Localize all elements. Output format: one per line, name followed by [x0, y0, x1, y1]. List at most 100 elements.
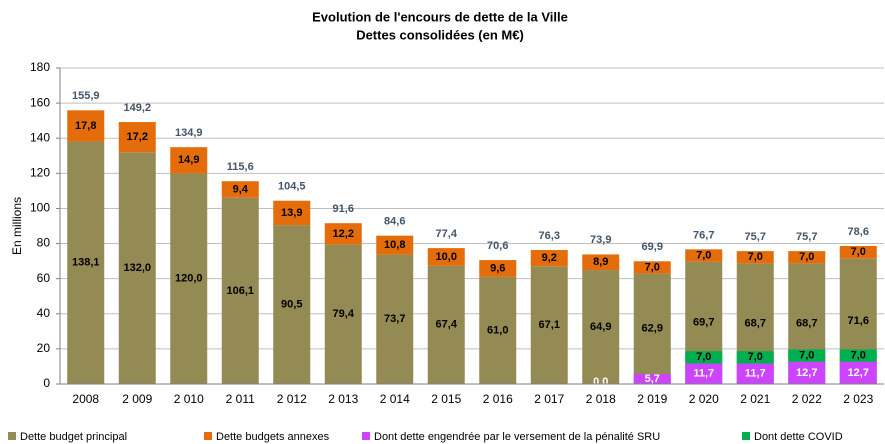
bar-segment — [118, 152, 156, 384]
legend-label: Dont dette COVID — [754, 431, 843, 443]
x-tick-label: 2 021 — [740, 392, 770, 406]
data-label: 106,1 — [226, 285, 254, 297]
legend-label: Dette budget principal — [20, 431, 127, 443]
x-tick-label: 2008 — [72, 392, 99, 406]
data-label: 12,2 — [333, 228, 354, 240]
data-label: 7,0 — [748, 351, 763, 363]
y-tick-label: 160 — [30, 95, 50, 109]
bar-segment — [685, 351, 723, 364]
y-tick-label: 20 — [37, 341, 51, 355]
total-label: 115,6 — [227, 161, 254, 173]
bar-segment — [633, 373, 671, 384]
data-label: 10,8 — [384, 239, 405, 251]
bar-segment — [685, 249, 723, 262]
total-label: 104,5 — [278, 180, 306, 192]
bar-segment — [633, 261, 671, 274]
data-label: 62,9 — [642, 323, 663, 335]
data-label: 10,0 — [436, 251, 457, 263]
bar-segment — [736, 363, 774, 384]
bar-segment — [427, 248, 465, 266]
bar-segment — [788, 251, 826, 264]
total-label: 77,4 — [436, 228, 458, 240]
y-tick-label: 100 — [30, 201, 50, 215]
data-label: 7,0 — [748, 251, 763, 263]
data-label: 9,4 — [233, 183, 249, 195]
total-label: 155,9 — [72, 90, 100, 102]
x-tick-label: 2 010 — [174, 392, 204, 406]
data-label: 138,1 — [72, 257, 100, 269]
y-tick-label: 140 — [30, 130, 50, 144]
bar-segment — [170, 147, 208, 174]
data-label: 7,0 — [851, 246, 866, 258]
bar-segment — [479, 276, 517, 384]
total-label: 76,7 — [693, 229, 714, 241]
x-tick-label: 2 015 — [431, 392, 461, 406]
data-label: 0,0 — [593, 376, 608, 388]
data-label: 64,9 — [590, 321, 611, 333]
total-label: 149,2 — [123, 102, 151, 114]
bar-segment — [839, 246, 877, 259]
bar-segment — [582, 270, 620, 384]
legend-label: Dette budgets annexes — [216, 431, 330, 443]
bar-segment — [427, 265, 465, 384]
data-label: 132,0 — [123, 262, 151, 274]
x-tick-label: 2 022 — [792, 392, 822, 406]
data-label: 13,9 — [281, 207, 302, 219]
data-label: 11,7 — [745, 368, 766, 380]
x-tick-label: 2 011 — [226, 392, 255, 406]
x-tick-label: 2 018 — [586, 392, 616, 406]
total-label: 91,6 — [333, 203, 354, 215]
total-label: 73,9 — [590, 234, 611, 246]
x-tick-label: 2 019 — [637, 392, 667, 406]
data-label: 7,0 — [799, 251, 814, 263]
data-label: 11,7 — [693, 368, 714, 380]
data-label: 17,8 — [75, 120, 96, 132]
data-label: 17,2 — [127, 131, 148, 143]
data-label: 7,0 — [645, 261, 660, 273]
total-label: 78,6 — [848, 226, 869, 238]
total-label: 84,6 — [384, 215, 405, 227]
total-label: 134,9 — [175, 127, 203, 139]
bar-segment — [530, 266, 568, 384]
bar-segment — [839, 361, 877, 384]
bar-segment — [170, 173, 208, 384]
data-label: 79,4 — [333, 308, 355, 320]
bar-segment — [324, 223, 362, 245]
data-label: 67,1 — [539, 319, 560, 331]
bar-segment — [839, 349, 877, 362]
y-tick-label: 60 — [37, 271, 51, 285]
total-label: 69,9 — [642, 241, 663, 253]
total-label: 70,6 — [487, 240, 508, 252]
total-label: 75,7 — [745, 231, 766, 243]
bar-segment — [788, 349, 826, 362]
bar-segment — [685, 363, 723, 384]
bar-segment — [118, 122, 156, 153]
data-label: 7,0 — [696, 249, 711, 261]
data-label: 9,6 — [490, 262, 505, 274]
bar-segment — [324, 244, 362, 384]
bar-segment — [736, 351, 774, 364]
y-tick-label: 80 — [37, 236, 51, 250]
bar-segment — [376, 254, 414, 384]
legend-swatch — [742, 432, 750, 440]
data-label: 120,0 — [175, 273, 203, 285]
x-tick-label: 2 023 — [843, 392, 873, 406]
total-label: 75,7 — [796, 231, 817, 243]
x-tick-label: 2 012 — [277, 392, 307, 406]
legend-label: Dont dette engendrée par le versement de… — [374, 431, 660, 443]
data-label: 5,7 — [645, 373, 660, 385]
data-label: 68,7 — [796, 318, 817, 330]
bar-segment — [582, 254, 620, 271]
bar-segment — [273, 225, 311, 384]
bar-segment — [479, 260, 517, 277]
y-tick-label: 40 — [37, 306, 51, 320]
y-tick-label: 120 — [30, 166, 50, 180]
bar-segment — [788, 361, 826, 384]
legend-swatch — [362, 432, 370, 440]
bar-segment — [530, 250, 568, 267]
legend-swatch — [204, 432, 212, 440]
x-tick-label: 2 013 — [328, 392, 358, 406]
data-label: 14,9 — [178, 154, 199, 166]
data-label: 7,0 — [696, 351, 711, 363]
bar-segment — [376, 235, 414, 255]
